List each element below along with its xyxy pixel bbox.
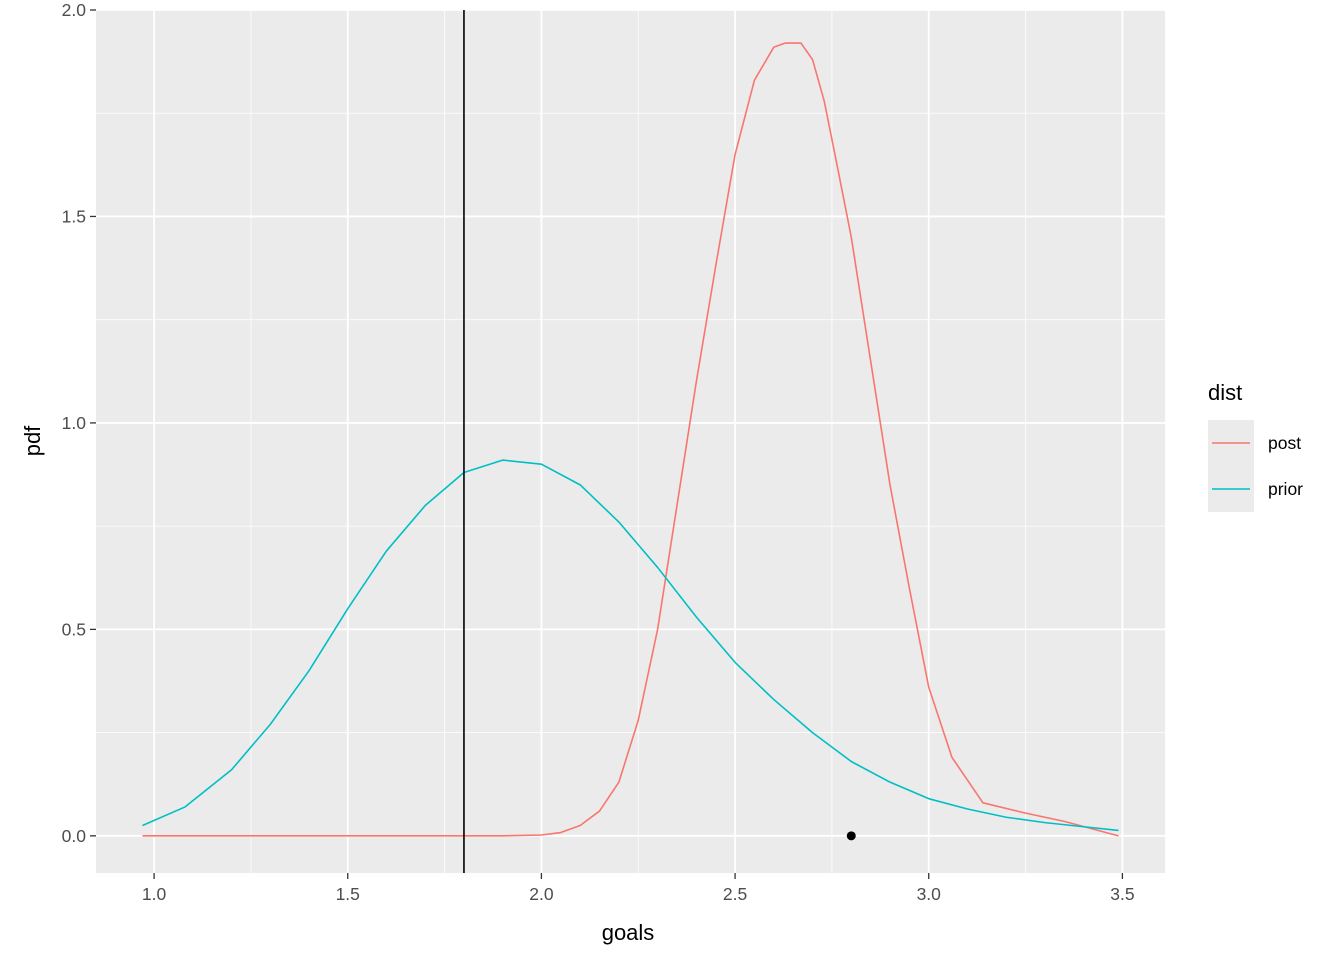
x-tick-label: 1.5	[336, 884, 360, 904]
legend-label-post: post	[1268, 433, 1301, 453]
legend-title: dist	[1208, 380, 1242, 405]
x-tick-label: 2.5	[723, 884, 747, 904]
y-tick-label: 0.5	[62, 619, 86, 639]
y-axis-title: pdf	[20, 425, 45, 456]
series-line-prior	[142, 459, 1119, 832]
x-tick-label: 2.0	[529, 884, 554, 904]
legend: dist post prior	[1208, 380, 1303, 512]
x-tick-label: 3.5	[1110, 884, 1134, 904]
x-tick-label: 1.0	[142, 884, 167, 904]
y-tick-label: 2.0	[62, 0, 87, 20]
y-tick-label: 1.5	[62, 206, 86, 226]
x-axis: 1.0 1.5 2.0 2.5 3.0 3.5	[142, 873, 1135, 904]
y-tick-label: 0.0	[62, 826, 87, 846]
legend-key-background	[1208, 420, 1254, 512]
series-line-post	[142, 42, 1119, 837]
x-tick-label: 3.0	[917, 884, 942, 904]
y-axis: 0.0 0.5 1.0 1.5 2.0	[62, 0, 96, 846]
x-axis-title: goals	[602, 920, 655, 945]
legend-label-prior: prior	[1268, 479, 1303, 499]
y-tick-label: 1.0	[62, 413, 87, 433]
minor-gridlines	[96, 10, 1165, 873]
data-point	[846, 831, 856, 841]
overlay-marks	[463, 10, 856, 873]
plot-panel	[96, 10, 1165, 873]
series-lines	[142, 42, 1119, 837]
legend-entries: post prior	[1212, 433, 1303, 499]
